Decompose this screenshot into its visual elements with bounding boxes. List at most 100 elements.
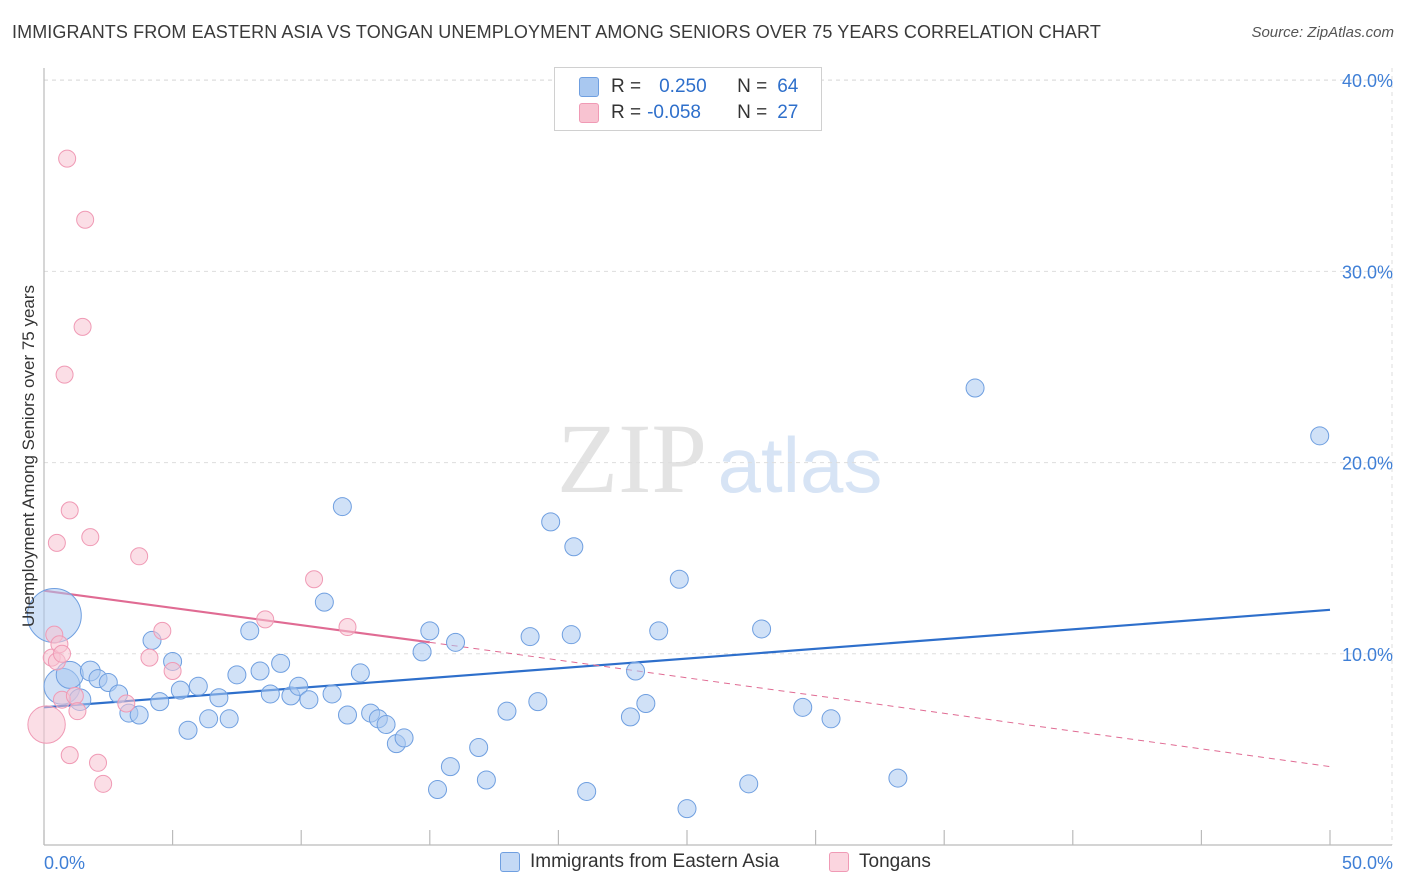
eastern-asia-point: [752, 619, 772, 639]
series-name-eastern-asia: Immigrants from Eastern Asia: [530, 851, 780, 872]
watermark-atlas: atlas: [718, 421, 883, 509]
series-legend: Immigrants from Eastern Asia Tongans: [0, 851, 1406, 877]
watermark: ZIP atlas: [557, 403, 882, 514]
eastern-asia-point: [1310, 426, 1330, 446]
series-name-tongans: Tongans: [859, 851, 931, 872]
tongans-trendline: [43, 589, 430, 644]
legend-r-label: R =: [611, 102, 642, 123]
eastern-asia-point: [528, 692, 548, 712]
eastern-asia-point: [271, 653, 291, 673]
tongans-point: [58, 149, 77, 168]
legend-swatch-tongans: [579, 103, 599, 123]
eastern-asia-point: [620, 707, 640, 727]
tongans-point: [338, 618, 357, 637]
tongans-point: [55, 365, 74, 384]
eastern-asia-point: [497, 701, 517, 721]
eastern-asia-point: [188, 676, 208, 696]
legend-row-tongans: R = -0.058 N = 27: [579, 101, 798, 125]
eastern-asia-point: [677, 799, 697, 819]
eastern-asia-point: [541, 512, 561, 532]
eastern-asia-point: [337, 705, 357, 725]
series-swatch-eastern-asia: [500, 852, 520, 872]
eastern-asia-point: [227, 665, 247, 685]
legend-n-value: 27: [777, 102, 799, 123]
tongans-point: [76, 210, 95, 229]
tongans-point: [256, 610, 275, 629]
legend-r-label: R =: [611, 76, 642, 97]
tongans-point: [60, 746, 79, 765]
eastern-asia-point: [314, 592, 334, 612]
eastern-asia-point: [428, 780, 448, 800]
eastern-asia-point: [739, 774, 759, 794]
eastern-asia-point: [350, 663, 370, 683]
tongans-trendline: [429, 641, 1331, 768]
tongans-point: [153, 621, 172, 640]
eastern-asia-trendline: [43, 608, 1331, 709]
eastern-asia-point: [209, 688, 229, 708]
eastern-asia-point: [520, 627, 540, 647]
eastern-asia-point: [965, 378, 985, 398]
eastern-asia-point: [260, 684, 280, 704]
grid: [44, 68, 1393, 845]
tongans-point: [163, 662, 182, 681]
tongans-point: [140, 648, 159, 667]
legend-swatch-eastern-asia: [579, 77, 599, 97]
x-tick-label: 50.0%: [1342, 853, 1393, 873]
source-label: Source: ZipAtlas.com: [1251, 24, 1394, 41]
eastern-asia-point: [150, 692, 170, 712]
eastern-asia-point: [476, 770, 496, 790]
eastern-asia-point: [420, 621, 440, 641]
tongans-point: [60, 501, 79, 520]
eastern-asia-point: [793, 697, 813, 717]
eastern-asia-point: [577, 781, 597, 801]
eastern-asia-point: [649, 621, 669, 641]
eastern-asia-point: [250, 661, 270, 681]
eastern-asia-point: [446, 632, 466, 652]
eastern-asia-point: [289, 676, 309, 696]
legend-row-eastern-asia: R = 0.250 N = 64: [579, 75, 798, 99]
legend-n-label: N =: [737, 102, 768, 123]
legend-n-label: N =: [737, 76, 768, 97]
tongans-point: [47, 533, 66, 552]
eastern-asia-point: [561, 625, 581, 645]
series-swatch-tongans: [829, 852, 849, 872]
legend-r-value: 0.250: [659, 76, 707, 97]
eastern-asia-point: [564, 537, 584, 557]
watermark-zip: ZIP: [557, 403, 707, 514]
eastern-asia-point: [322, 684, 342, 704]
data-points: [26, 149, 1330, 819]
tongans-point: [81, 528, 100, 547]
tongans-point: [68, 702, 87, 721]
tongans-point: [73, 317, 92, 336]
tongans-point: [130, 547, 149, 566]
eastern-asia-point: [178, 720, 198, 740]
eastern-asia-point: [636, 694, 656, 714]
series-legend-eastern-asia: Immigrants from Eastern Asia: [500, 851, 779, 873]
eastern-asia-point: [240, 621, 260, 641]
x-tick-label: 0.0%: [44, 853, 85, 873]
tongans-point: [94, 774, 113, 793]
y-tick-label: 20.0%: [1342, 454, 1393, 474]
eastern-asia-point: [129, 705, 149, 725]
chart-title: IMMIGRANTS FROM EASTERN ASIA VS TONGAN U…: [12, 22, 1101, 42]
tongans-point: [89, 753, 108, 772]
legend-r-value: -0.058: [647, 102, 701, 123]
eastern-asia-point: [394, 728, 414, 748]
eastern-asia-point: [376, 715, 396, 735]
eastern-asia-point: [821, 709, 841, 729]
tongans-point: [53, 644, 72, 663]
tongans-point: [305, 570, 324, 589]
tongans-point: [27, 705, 66, 744]
eastern-asia-point: [469, 737, 489, 757]
eastern-asia-point: [299, 690, 319, 710]
eastern-asia-point: [412, 642, 432, 662]
tongans-point: [117, 694, 136, 713]
y-axis-label: Unemployment Among Seniors over 75 years: [19, 285, 38, 627]
eastern-asia-point: [219, 709, 239, 729]
trendlines: [43, 589, 1331, 768]
legend-n-value: 64: [777, 76, 799, 97]
eastern-asia-point: [669, 569, 689, 589]
y-tick-label: 10.0%: [1342, 645, 1393, 665]
series-legend-tongans: Tongans: [829, 851, 931, 873]
